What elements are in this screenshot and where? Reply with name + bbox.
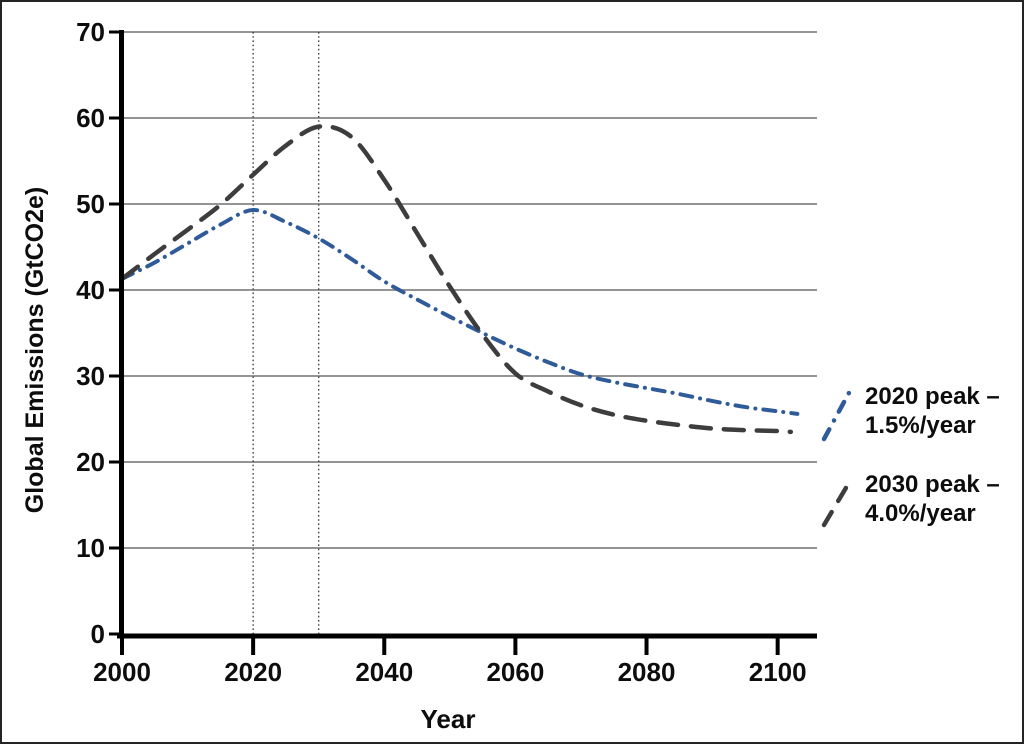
legend-label-line1: 2020 peak – bbox=[865, 383, 1000, 410]
y-tick-label-50: 50 bbox=[76, 189, 105, 219]
series-line-2030-peak bbox=[119, 124, 794, 435]
y-tick-label-20: 20 bbox=[76, 447, 105, 477]
legend-label-line2: 4.0%/year bbox=[865, 500, 976, 527]
legend-label-2030-peak: 2030 peak – 4.0%/year bbox=[865, 468, 1000, 528]
legend-label-2020-peak: 2020 peak – 1.5%/year bbox=[865, 380, 1000, 440]
dash-dot-line-icon bbox=[821, 388, 853, 442]
dashed-line-icon bbox=[821, 478, 853, 528]
y-tick-label-40: 40 bbox=[76, 275, 105, 305]
y-tick-label-10: 10 bbox=[76, 533, 105, 563]
x-tick-label-2020: 2020 bbox=[224, 657, 283, 687]
x-tick-label-2100: 2100 bbox=[748, 657, 807, 687]
legend: 2020 peak – 1.5%/year 2030 peak – 4.0%/y… bbox=[818, 2, 1022, 742]
series-line-2020-peak bbox=[120, 208, 800, 416]
y-tick-label-70: 70 bbox=[76, 17, 105, 47]
legend-entry-2020-peak: 2020 peak – 1.5%/year bbox=[818, 380, 1000, 444]
legend-label-line1: 2030 peak – bbox=[865, 471, 1000, 498]
y-tick-label-0: 0 bbox=[90, 619, 105, 649]
x-tick-label-2000: 2000 bbox=[93, 657, 151, 687]
y-tick-label-60: 60 bbox=[76, 103, 105, 133]
x-axis-title: Year bbox=[420, 704, 476, 734]
y-tick-label-30: 30 bbox=[76, 361, 105, 391]
legend-entry-2030-peak: 2030 peak – 4.0%/year bbox=[818, 468, 1000, 532]
x-tick-label-2040: 2040 bbox=[355, 657, 414, 687]
y-axis-title: Global Emissions (GtCO2e) bbox=[21, 186, 49, 514]
legend-label-line2: 1.5%/year bbox=[865, 412, 976, 439]
x-tick-label-2080: 2080 bbox=[617, 657, 676, 687]
x-tick-label-2060: 2060 bbox=[486, 657, 545, 687]
